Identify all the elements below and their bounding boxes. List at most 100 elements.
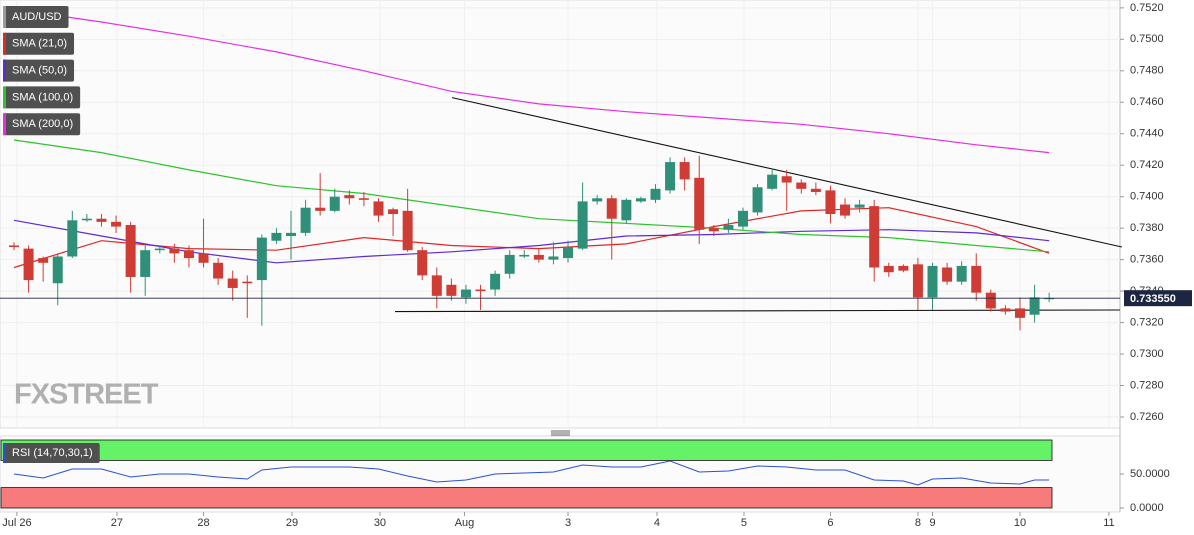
y-tick-label: 0.7260 [1130, 411, 1164, 423]
candle-body [8, 245, 19, 248]
candle-body [869, 206, 880, 268]
candle-body [23, 248, 34, 281]
candle-body [606, 198, 617, 219]
candle-body [592, 198, 603, 202]
candle-body [752, 187, 763, 213]
candle-body [213, 262, 224, 279]
legend-label: SMA (100,0) [12, 91, 73, 103]
candle-body [460, 289, 471, 298]
candle-body [358, 198, 369, 200]
candle-body [1044, 298, 1055, 300]
legend-label: AUD/USD [12, 11, 62, 23]
y-tick-label: 0.7520 [1130, 2, 1164, 14]
y-tick-label: 50.0000 [1130, 468, 1170, 480]
legend-box [3, 6, 69, 28]
candle-body [169, 248, 180, 254]
trendline [394, 309, 1121, 313]
candle-body [154, 248, 165, 251]
y-tick-label: 0.7320 [1130, 316, 1164, 328]
y-tick-label: 0.7300 [1130, 348, 1164, 360]
legend-box [3, 443, 100, 463]
legend-item: RSI (14,70,30,1) [3, 443, 100, 463]
candle-body [242, 281, 253, 284]
candle-body [446, 284, 457, 296]
legend-label: RSI (14,70,30,1) [12, 447, 93, 459]
candle-body [898, 265, 909, 271]
candle-body [227, 278, 238, 288]
candle-body [708, 228, 719, 232]
candle-body [256, 237, 267, 281]
candle-body [533, 254, 544, 260]
legend-item: SMA (21,0) [3, 32, 75, 55]
candle-body [300, 207, 311, 233]
y-tick-label: 0.7420 [1130, 159, 1164, 171]
candle-body [431, 275, 442, 296]
candle-body [271, 232, 282, 241]
candle-body [96, 218, 107, 222]
candle-body [1000, 308, 1011, 312]
x-tick-label: 29 [286, 517, 298, 529]
legend-swatch [3, 113, 6, 136]
candle-body [38, 258, 49, 263]
sma-line [13, 139, 1050, 253]
rsi-band [0, 439, 1053, 461]
candle-body [329, 196, 340, 211]
candle-body [286, 232, 297, 237]
pane-resize-handle[interactable] [551, 430, 570, 436]
candle-body [635, 198, 646, 202]
candle-body [737, 210, 748, 227]
y-tick-label: 0.7360 [1130, 254, 1164, 266]
legend-swatch [3, 443, 6, 463]
legend-item: SMA (50,0) [3, 59, 75, 82]
legend-swatch [3, 59, 6, 82]
last-price-box [1124, 290, 1192, 307]
x-tick-label: Aug [455, 517, 475, 529]
legend-swatch [3, 6, 6, 28]
candle-body [125, 225, 136, 277]
candle-body [198, 253, 209, 263]
legend-box [3, 113, 81, 136]
candle-body [67, 220, 78, 257]
candle-body [767, 174, 778, 189]
candle-body [985, 292, 996, 309]
candle-body [548, 256, 559, 260]
sma-line [13, 8, 1050, 154]
candle-body [402, 210, 413, 251]
candle-body [140, 250, 151, 277]
y-tick-label: 0.0000 [1130, 502, 1164, 514]
candle-body [942, 267, 953, 282]
price-pane [0, 0, 1121, 429]
x-tick-label: 28 [197, 517, 209, 529]
candle-body [825, 190, 836, 214]
y-tick-label: 0.7460 [1130, 96, 1164, 108]
candle-body [81, 218, 92, 221]
candle-body [650, 188, 661, 200]
y-tick-label: 0.7500 [1130, 33, 1164, 45]
legend-box [3, 32, 75, 55]
candle-body [475, 289, 486, 292]
candle-body [927, 265, 938, 298]
x-tick-label: Jul 26 [2, 517, 31, 529]
x-tick-label: 11 [1103, 517, 1114, 529]
x-tick-label: 10 [1014, 517, 1026, 529]
candle-body [183, 250, 194, 259]
x-tick-label: 3 [565, 517, 571, 529]
candle-body [781, 176, 792, 183]
candle-body [519, 254, 530, 257]
legend-label: SMA (21,0) [12, 38, 67, 50]
rsi-line [13, 460, 1050, 486]
candle-body [796, 182, 807, 189]
legend-item: AUD/USD [3, 6, 69, 28]
legend-item: SMA (100,0) [3, 86, 81, 109]
candle-body [1029, 297, 1040, 315]
legend-swatch [3, 32, 6, 55]
candle-body [723, 225, 734, 230]
x-tick-label: 30 [374, 517, 386, 529]
x-tick-label: 6 [827, 517, 833, 529]
candle-body [956, 265, 967, 282]
x-tick-label: 5 [741, 517, 747, 529]
y-tick-label: 0.7280 [1130, 379, 1164, 391]
candle-body [315, 207, 326, 211]
candle-body [373, 201, 384, 216]
